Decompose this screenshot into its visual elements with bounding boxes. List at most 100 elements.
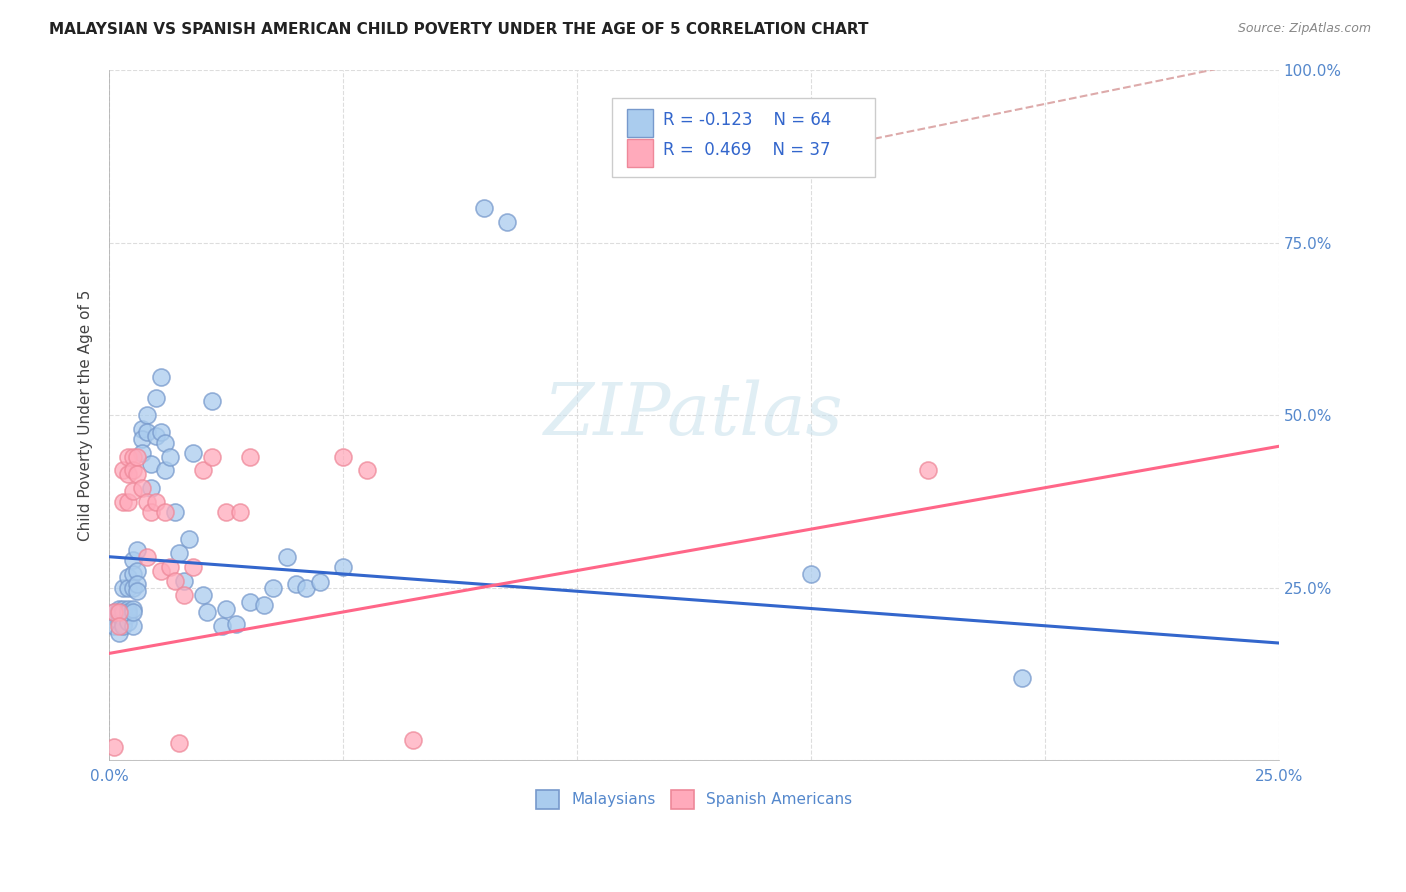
FancyBboxPatch shape xyxy=(612,97,876,177)
Point xyxy=(145,494,167,508)
Point xyxy=(173,588,195,602)
Point xyxy=(211,619,233,633)
Point xyxy=(117,450,139,464)
Point xyxy=(276,549,298,564)
Point xyxy=(215,601,238,615)
Point xyxy=(135,549,157,564)
FancyBboxPatch shape xyxy=(627,139,654,167)
Point xyxy=(197,605,219,619)
Point xyxy=(262,581,284,595)
Point xyxy=(103,619,125,633)
Point xyxy=(131,481,153,495)
Point xyxy=(107,608,129,623)
Point xyxy=(117,467,139,481)
Point xyxy=(332,450,354,464)
Point xyxy=(225,616,247,631)
Point xyxy=(127,564,149,578)
Text: ZIPatlas: ZIPatlas xyxy=(544,380,844,450)
Point xyxy=(177,533,200,547)
Point xyxy=(135,494,157,508)
Point xyxy=(163,574,186,588)
Point xyxy=(117,581,139,595)
Point xyxy=(117,605,139,619)
Point xyxy=(127,577,149,591)
Point xyxy=(917,463,939,477)
Point xyxy=(356,463,378,477)
Point xyxy=(103,605,125,619)
Point xyxy=(117,615,139,630)
Point xyxy=(121,581,143,595)
Point xyxy=(294,581,316,595)
Legend: Malaysians, Spanish Americans: Malaysians, Spanish Americans xyxy=(530,784,858,815)
Point xyxy=(496,215,519,229)
Point xyxy=(135,425,157,440)
Point xyxy=(127,450,149,464)
Text: R =  0.469    N = 37: R = 0.469 N = 37 xyxy=(662,141,830,159)
Point xyxy=(155,463,177,477)
Point xyxy=(159,450,181,464)
Point xyxy=(155,435,177,450)
Point xyxy=(121,450,143,464)
Point xyxy=(239,594,262,608)
Point xyxy=(107,605,129,619)
Point xyxy=(112,463,135,477)
Point xyxy=(215,505,238,519)
FancyBboxPatch shape xyxy=(627,110,654,137)
Point xyxy=(121,463,143,477)
Point xyxy=(112,494,135,508)
Point xyxy=(239,450,262,464)
Point xyxy=(117,494,139,508)
Point xyxy=(169,546,191,560)
Point xyxy=(107,619,129,633)
Point xyxy=(155,505,177,519)
Point xyxy=(121,619,143,633)
Point xyxy=(149,425,172,440)
Point xyxy=(308,575,330,590)
Point xyxy=(135,408,157,422)
Point xyxy=(183,446,205,460)
Point xyxy=(103,739,125,754)
Point xyxy=(141,505,163,519)
Point xyxy=(112,619,135,633)
Point xyxy=(107,601,129,615)
Point xyxy=(103,605,125,619)
Point xyxy=(253,598,276,612)
Point xyxy=(121,553,143,567)
Point xyxy=(201,394,224,409)
Point xyxy=(472,201,495,215)
Point xyxy=(127,467,149,481)
Point xyxy=(183,560,205,574)
Point xyxy=(117,601,139,615)
Point xyxy=(121,601,143,615)
Point xyxy=(141,457,163,471)
Point xyxy=(149,564,172,578)
Point xyxy=(159,560,181,574)
Point xyxy=(112,581,135,595)
Point xyxy=(1011,671,1033,685)
Point xyxy=(285,577,308,591)
Point xyxy=(107,615,129,630)
Point xyxy=(121,484,143,499)
Point xyxy=(131,433,153,447)
Point xyxy=(201,450,224,464)
Point xyxy=(332,560,354,574)
Point xyxy=(112,601,135,615)
Point xyxy=(149,370,172,384)
Point xyxy=(402,732,425,747)
Point xyxy=(117,570,139,584)
Text: Source: ZipAtlas.com: Source: ZipAtlas.com xyxy=(1237,22,1371,36)
Point xyxy=(121,605,143,619)
Point xyxy=(169,736,191,750)
Point xyxy=(107,625,129,640)
Point xyxy=(163,505,186,519)
Text: R = -0.123    N = 64: R = -0.123 N = 64 xyxy=(662,112,831,129)
Point xyxy=(800,566,823,581)
Point xyxy=(191,588,214,602)
Point xyxy=(173,574,195,588)
Point xyxy=(229,505,252,519)
Point xyxy=(131,422,153,436)
Point xyxy=(127,584,149,599)
Point xyxy=(112,605,135,619)
Point xyxy=(131,446,153,460)
Point xyxy=(112,616,135,631)
